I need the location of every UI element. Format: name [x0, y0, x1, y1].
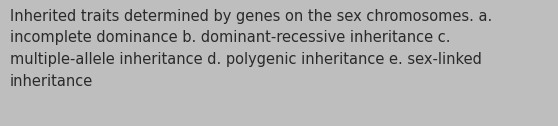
Text: Inherited traits determined by genes on the sex chromosomes. a.
incomplete domin: Inherited traits determined by genes on …	[10, 9, 492, 89]
